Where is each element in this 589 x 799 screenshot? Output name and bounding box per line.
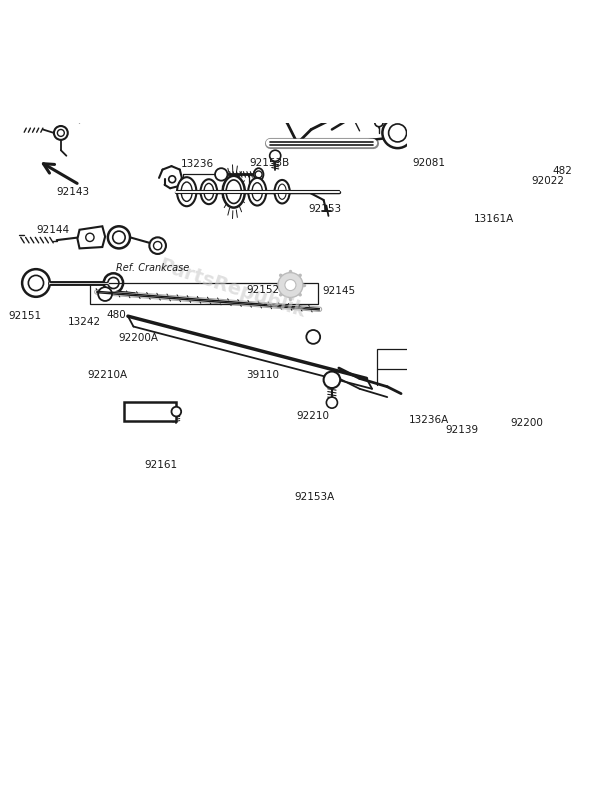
Circle shape	[104, 273, 123, 292]
Polygon shape	[77, 226, 105, 248]
Circle shape	[461, 368, 477, 383]
Circle shape	[168, 176, 176, 183]
Circle shape	[154, 241, 162, 250]
Text: Ref. Crankcase: Ref. Crankcase	[116, 263, 190, 272]
Circle shape	[323, 372, 340, 388]
Circle shape	[57, 129, 64, 137]
Ellipse shape	[226, 180, 241, 204]
Text: 92151: 92151	[8, 311, 41, 321]
Circle shape	[432, 366, 450, 384]
Circle shape	[455, 361, 482, 389]
Circle shape	[22, 269, 50, 296]
Text: 92139: 92139	[445, 425, 478, 435]
Text: 92152: 92152	[246, 285, 279, 295]
Circle shape	[171, 407, 181, 416]
Text: 92210A: 92210A	[87, 370, 127, 380]
Text: 92022: 92022	[532, 177, 565, 186]
Text: 13236A: 13236A	[409, 415, 449, 425]
Circle shape	[54, 126, 68, 140]
Circle shape	[86, 233, 94, 241]
Circle shape	[306, 330, 320, 344]
Text: 92153A: 92153A	[294, 492, 335, 503]
Text: 92200A: 92200A	[118, 333, 158, 344]
Ellipse shape	[200, 179, 217, 205]
Circle shape	[71, 94, 79, 102]
Circle shape	[67, 90, 83, 106]
Circle shape	[363, 105, 370, 112]
Text: 92145: 92145	[322, 286, 355, 296]
Text: 92153: 92153	[309, 204, 342, 214]
Ellipse shape	[248, 178, 266, 205]
Text: 13242: 13242	[68, 316, 101, 327]
Text: 92144: 92144	[37, 225, 70, 235]
Text: 92210: 92210	[297, 411, 330, 421]
Text: 13236: 13236	[180, 159, 214, 169]
Circle shape	[278, 272, 303, 297]
Circle shape	[285, 280, 296, 291]
Circle shape	[215, 169, 227, 181]
Bar	[124, 402, 176, 421]
Text: 39110: 39110	[246, 370, 279, 380]
Circle shape	[326, 397, 337, 408]
Ellipse shape	[204, 184, 214, 200]
Circle shape	[28, 276, 44, 291]
Circle shape	[108, 226, 130, 248]
Circle shape	[436, 370, 446, 380]
Bar	[377, 348, 429, 369]
Circle shape	[98, 287, 112, 301]
Circle shape	[389, 124, 406, 142]
Ellipse shape	[254, 169, 263, 181]
Circle shape	[255, 171, 262, 178]
Circle shape	[150, 237, 166, 254]
Ellipse shape	[274, 180, 290, 204]
Circle shape	[375, 118, 383, 127]
Text: PartsRepublik: PartsRepublik	[155, 256, 307, 321]
Text: 482: 482	[553, 166, 573, 176]
Circle shape	[108, 277, 119, 288]
Text: 92161: 92161	[144, 460, 178, 470]
Ellipse shape	[223, 176, 245, 208]
Text: 13161A: 13161A	[474, 214, 514, 225]
Ellipse shape	[177, 177, 196, 206]
Text: 92200: 92200	[511, 419, 543, 428]
Circle shape	[112, 231, 125, 244]
Text: 480: 480	[106, 310, 126, 320]
Ellipse shape	[181, 182, 192, 201]
Text: 92143: 92143	[56, 187, 89, 197]
Text: 92081: 92081	[412, 157, 445, 168]
Circle shape	[382, 117, 413, 148]
Ellipse shape	[252, 183, 263, 201]
Bar	[90, 283, 318, 304]
Ellipse shape	[278, 184, 286, 199]
Circle shape	[270, 150, 281, 161]
Text: 92153B: 92153B	[250, 157, 290, 168]
